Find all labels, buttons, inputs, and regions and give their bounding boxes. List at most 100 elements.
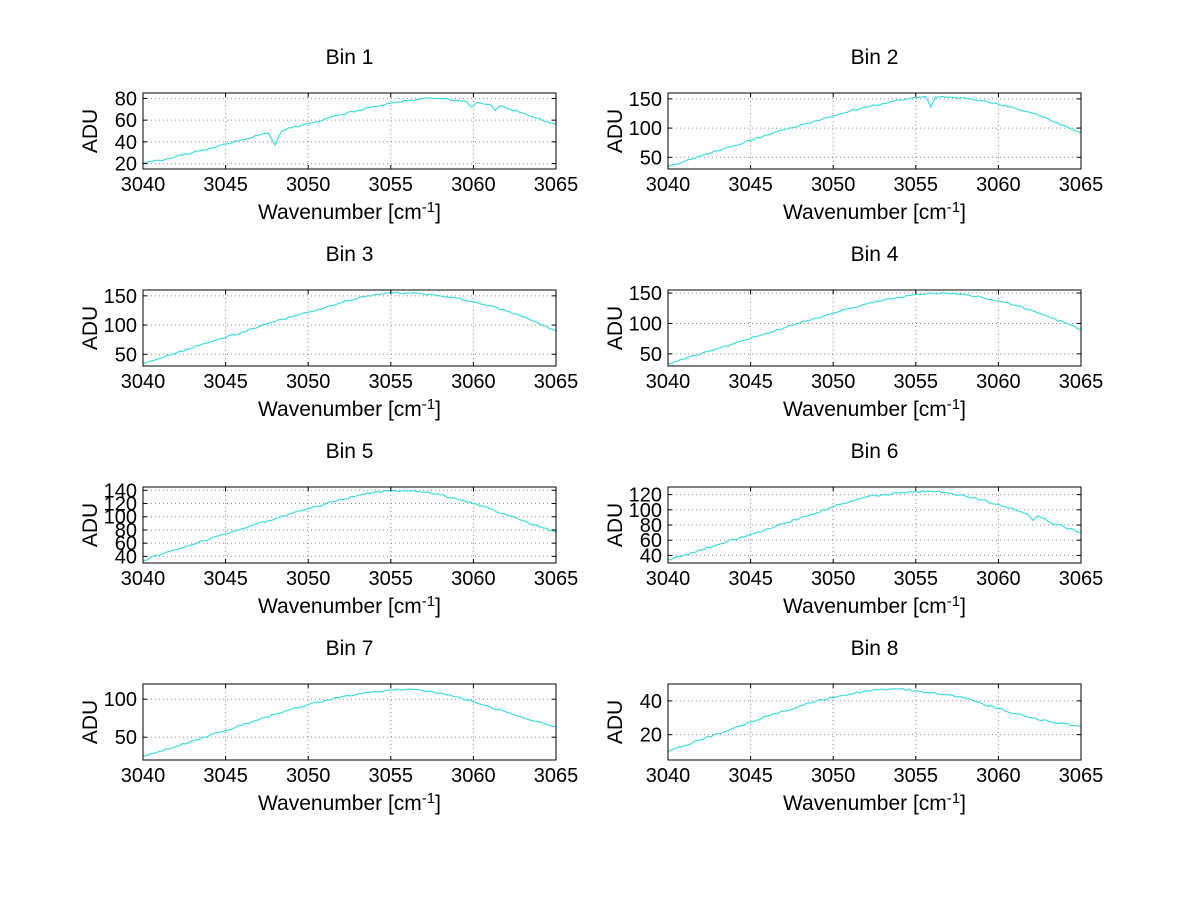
x-axis-label-close: ]: [960, 398, 966, 421]
y-tick-label: 50: [640, 344, 662, 366]
x-tick-label: 3040: [646, 174, 691, 196]
x-tick-label: 3060: [976, 765, 1021, 787]
x-tick-label: 3065: [1059, 371, 1104, 393]
x-axis-label-sup: -1: [946, 790, 961, 807]
x-tick-label: 3055: [894, 765, 939, 787]
plot-canvas-bin-3: 3040 3045 3050 3055 3060 3065 50 100 150: [104, 286, 579, 393]
x-tick-label: 3065: [534, 765, 579, 787]
x-axis-label-close: ]: [960, 792, 966, 815]
x-axis-label-sup: -1: [421, 790, 436, 807]
plot-box: [142, 289, 557, 367]
spectrum-line: [143, 97, 556, 165]
x-axis-label-base: Wavenumber [cm: [258, 201, 422, 224]
y-tick-label: 50: [115, 727, 137, 749]
plot-title: Bin 5: [325, 440, 374, 463]
x-tick-label: 3050: [286, 568, 331, 590]
y-tick-label: 60: [115, 110, 137, 132]
plot-box: [142, 486, 557, 564]
x-axis-label-sup: -1: [421, 396, 436, 413]
y-tick-label: 80: [640, 515, 662, 537]
x-axis-label: Wavenumber [cm-1]: [668, 786, 1081, 817]
y-tick-label: 150: [104, 286, 137, 308]
x-tick-label: 3050: [286, 174, 331, 196]
y-tick-label: 100: [104, 507, 137, 529]
y-axis-label: ADU: [79, 502, 102, 548]
plot-title: Bin 1: [325, 46, 374, 69]
y-tick-label: 80: [115, 520, 137, 542]
y-tick-label: 50: [640, 147, 662, 169]
x-axis-label: Wavenumber [cm-1]: [668, 589, 1081, 620]
subplot-bin-2: Bin 2 3040 3045 3050 3055 3060 3065 50 100 150 A…: [580, 30, 1120, 227]
y-tick-label: 120: [104, 494, 137, 516]
x-axis-label: Wavenumber [cm-1]: [143, 786, 556, 817]
x-tick-label: 3045: [203, 765, 248, 787]
x-tick-label: 3060: [451, 568, 496, 590]
subplot-bin-3: Bin 3 3040 3045 3050 3055 3060 3065 50 100 150 A…: [55, 227, 595, 424]
spectrum-line: [668, 95, 1081, 168]
x-tick-label: 3050: [286, 371, 331, 393]
plot-box: [142, 92, 557, 170]
x-axis-label-sup: -1: [421, 199, 436, 216]
y-axis-label: ADU: [79, 699, 102, 745]
x-tick-label: 3055: [894, 568, 939, 590]
plot-canvas-bin-8: 3040 3045 3050 3055 3060 3065 20 40: [640, 683, 1103, 787]
y-tick-label: 150: [629, 283, 662, 305]
x-tick-label: 3050: [811, 174, 856, 196]
x-tick-label: 3045: [203, 371, 248, 393]
x-tick-label: 3050: [811, 568, 856, 590]
plot-box: [667, 683, 1082, 761]
y-tick-label: 80: [115, 88, 137, 110]
x-tick-label: 3065: [1059, 174, 1104, 196]
y-axis-label: ADU: [604, 305, 627, 351]
y-axis-label: ADU: [604, 699, 627, 745]
x-tick-label: 3040: [646, 371, 691, 393]
x-tick-label: 3050: [811, 371, 856, 393]
y-tick-label: 100: [629, 313, 662, 335]
y-tick-label: 150: [629, 89, 662, 111]
x-tick-label: 3060: [976, 568, 1021, 590]
x-axis-label: Wavenumber [cm-1]: [668, 392, 1081, 423]
x-axis-label-sup: -1: [421, 593, 436, 610]
x-tick-label: 3045: [203, 568, 248, 590]
y-tick-label: 60: [640, 530, 662, 552]
x-axis-label-base: Wavenumber [cm: [258, 595, 422, 618]
spectrum-line: [668, 687, 1081, 753]
spectrum-line: [143, 489, 556, 561]
x-axis-label-close: ]: [435, 595, 441, 618]
x-axis-label-close: ]: [435, 201, 441, 224]
y-tick-label: 20: [640, 725, 662, 747]
spectrum-line: [143, 688, 556, 757]
x-tick-label: 3050: [811, 765, 856, 787]
plot-title: Bin 3: [325, 243, 374, 266]
y-axis-label: ADU: [604, 108, 627, 154]
subplot-bin-5: Bin 5 3040 3045 3050 3055 3060 3065 40 60 80 100 1…: [55, 424, 595, 621]
x-axis-label-close: ]: [960, 595, 966, 618]
x-tick-label: 3065: [534, 371, 579, 393]
x-tick-label: 3045: [728, 371, 773, 393]
x-axis-label-sup: -1: [946, 199, 961, 216]
spectrum-line: [668, 490, 1081, 561]
x-tick-label: 3040: [121, 568, 166, 590]
x-axis-label-base: Wavenumber [cm: [258, 398, 422, 421]
plot-title: Bin 8: [850, 637, 899, 660]
x-tick-label: 3055: [369, 568, 414, 590]
y-tick-label: 120: [629, 485, 662, 507]
x-axis-label: Wavenumber [cm-1]: [668, 195, 1081, 226]
y-axis-label: ADU: [79, 305, 102, 351]
y-tick-label: 100: [104, 689, 137, 711]
y-tick-label: 140: [104, 480, 137, 502]
x-tick-label: 3040: [121, 174, 166, 196]
x-tick-label: 3055: [369, 765, 414, 787]
x-tick-label: 3060: [451, 765, 496, 787]
y-tick-label: 100: [629, 500, 662, 522]
plot-title: Bin 6: [850, 440, 899, 463]
plot-title: Bin 7: [325, 637, 374, 660]
y-tick-label: 100: [104, 315, 137, 337]
x-tick-label: 3040: [646, 568, 691, 590]
x-tick-label: 3060: [976, 371, 1021, 393]
x-axis-label-close: ]: [435, 398, 441, 421]
y-tick-label: 40: [640, 545, 662, 567]
